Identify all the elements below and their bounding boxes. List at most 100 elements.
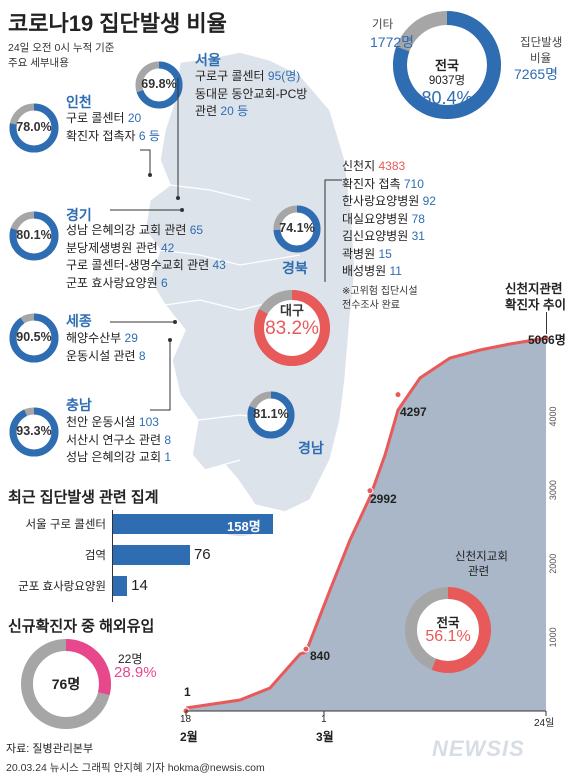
daegu-items: 신천지 4383 확진자 접촉 710 한사랑요양병원 92 대실요양병원 78 김신요… — [342, 158, 436, 281]
x-month-mar: 3월 — [316, 730, 334, 744]
gyeonggi-item: 구로 콜센터-생명수교회 관련 43 — [66, 258, 226, 272]
recent-title: 최근 집단발생 관련 집계 — [8, 489, 159, 506]
source: 자료: 질병관리본부 — [6, 743, 94, 755]
chungnam-item: 천안 운동시설 103 — [66, 415, 159, 429]
daegu-item: 곽병원 15 — [342, 246, 392, 261]
national-cluster-value: 7265명 — [514, 66, 559, 82]
y-tick-label: 4000 — [548, 406, 558, 426]
shincheonji-donut-label: 전국 — [436, 616, 460, 630]
gyeonggi-item: 성남 은혜의강 교회 관련 65 — [66, 223, 204, 237]
sejong-item: 운동시설 관련 8 — [66, 348, 146, 363]
seoul-item: 동대문 동안교회-PC방 — [195, 86, 308, 101]
incheon-item: 확진자 접촉자 6 등 — [66, 128, 160, 143]
sejong-item: 해양수산부 29 — [66, 331, 138, 345]
gyeongnam-title: 경남 — [298, 440, 324, 456]
gyeongbuk-title: 경북 — [282, 260, 308, 276]
overseas-percent: 28.9% — [114, 664, 157, 681]
gyeonggi-item: 군포 효사랑요양원 6 — [66, 275, 168, 290]
daegu-label: 대구 — [280, 303, 304, 318]
national-other-label: 기타 — [372, 19, 394, 31]
y-tick-label: 3000 — [548, 480, 558, 500]
national-label: 전국 — [435, 58, 459, 73]
seoul-percent: 69.8% — [141, 77, 177, 91]
daegu-percent: 83.2% — [265, 318, 319, 339]
seoul-item: 관련 20 등 — [195, 104, 249, 118]
shincheonji-inner-title1: 신천지교회 — [455, 551, 508, 563]
chart-title1: 신천지관련 — [505, 282, 563, 296]
gyeonggi-donut — [9, 211, 59, 261]
bar — [113, 576, 128, 596]
gyeongnam-percent: 81.1% — [253, 407, 289, 421]
sejong-title: 세종 — [66, 313, 92, 329]
bar-value: 76 — [193, 546, 211, 563]
shincheonji-inner-title2: 관련 — [468, 566, 490, 578]
bar-label: 군포 효사랑요양원 — [18, 581, 106, 593]
newsis-logo: NEWSIS — [432, 736, 525, 761]
bar — [113, 545, 190, 565]
national-donut — [393, 11, 501, 119]
data-label: 5066명 — [528, 333, 566, 347]
seoul-title: 서울 — [195, 52, 221, 68]
page-title: 코로나19 집단발생 비율 — [8, 11, 227, 36]
y-tick-label: 2000 — [548, 554, 558, 574]
data-label: 2992 — [370, 492, 397, 506]
gyeonggi-item: 분당제생병원 관련 42 — [66, 240, 175, 255]
incheon-percent: 78.0% — [16, 120, 52, 134]
daegu-item: 신천지 4383 — [342, 159, 406, 173]
gyeongbuk-donut — [273, 205, 321, 253]
daegu-note2: 전수조사 완료 — [342, 300, 400, 311]
gyeongnam-donut — [247, 391, 295, 439]
bar-value: 158명 — [227, 519, 261, 534]
overseas-title: 신규확진자 중 해외유입 — [8, 618, 155, 635]
national-cluster-label2: 비율 — [530, 53, 552, 65]
daegu-item: 대실요양병원 78 — [342, 211, 425, 226]
korea-map-shape — [144, 51, 356, 513]
chart-title2: 확진자 추이 — [505, 298, 566, 312]
incheon-donut — [9, 103, 59, 153]
daegu-note1: ※고위험 집단시설 — [342, 286, 418, 297]
chungnam-percent: 93.3% — [16, 424, 52, 438]
data-label: 1 — [184, 685, 191, 699]
data-label: 4297 — [400, 405, 427, 419]
data-label: 840 — [310, 649, 330, 663]
gyeonggi-percent: 80.1% — [16, 228, 52, 242]
data-point — [302, 645, 310, 653]
sejong-donut — [9, 313, 59, 363]
sejong-percent: 90.5% — [16, 330, 52, 344]
incheon-item: 구로 콜센터 20 — [66, 111, 142, 125]
bar-axis — [112, 510, 113, 602]
overseas-total: 76명 — [51, 676, 81, 692]
national-percent: 80.4% — [421, 88, 473, 108]
data-point — [542, 334, 550, 342]
line-series — [185, 336, 547, 710]
seoul-donut — [135, 61, 183, 109]
bar-label: 검역 — [84, 550, 106, 562]
national-other-value: 1772명 — [370, 34, 415, 50]
gyeonggi-items: 성남 은혜의강 교회 관련 65 분당제생병원 관련 42 구로 콜센터-생명수교회… — [66, 222, 226, 292]
subtitle-details: 주요 세부내용 — [8, 57, 69, 69]
chungnam-items: 천안 운동시설 103 서산시 연구소 관련 8 성남 은혜의강 교회 1 — [66, 414, 171, 467]
daegu-item: 김신요양병원 31 — [342, 229, 425, 243]
seoul-item: 구로구 콜센터 95(명) — [195, 69, 301, 83]
x-tick-1: 1 — [321, 714, 327, 725]
y-tick-label: 1000 — [548, 627, 558, 647]
chungnam-donut — [9, 407, 59, 457]
shincheonji-donut-percent: 56.1% — [425, 628, 471, 645]
national-cluster-label: 집단발생 — [520, 37, 563, 49]
daegu-item: 배성병원 11 — [342, 264, 402, 278]
bar — [113, 514, 273, 534]
bar-value: 14 — [131, 577, 148, 594]
subtitle-date: 24일 오전 0시 누적 기준 — [8, 42, 115, 54]
gyeongbuk-percent: 74.1% — [279, 221, 315, 235]
overseas-count: 22명 — [118, 652, 143, 666]
national-total: 9037명 — [428, 75, 466, 87]
shincheonji-donut — [405, 587, 491, 673]
overseas-donut — [21, 639, 111, 729]
daegu-item: 확진자 접촉 710 — [342, 176, 424, 191]
daegu-item: 한사랑요양병원 92 — [342, 194, 436, 208]
chungnam-title: 충남 — [66, 397, 92, 413]
gyeonggi-title: 경기 — [66, 207, 92, 223]
chungnam-item: 서산시 연구소 관련 8 — [66, 432, 172, 447]
x-month-feb: 2월 — [180, 730, 198, 744]
